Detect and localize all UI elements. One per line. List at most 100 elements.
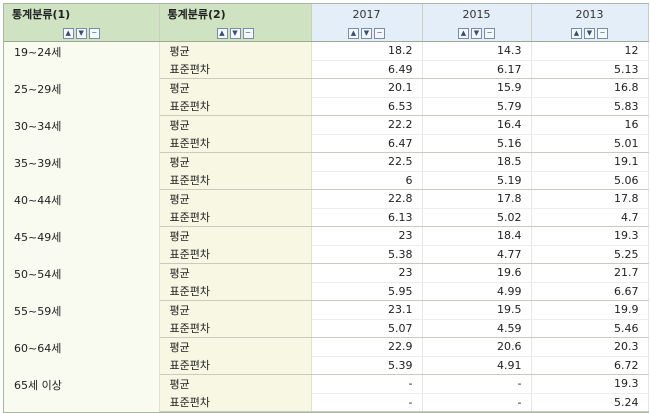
table-row: 표준편차 5.07 4.59 5.46 [4,319,649,338]
stat-label: 표준편차 [159,393,312,412]
value-cell: 4.7 [531,208,649,227]
age-group-label: 45~49세 [4,226,160,264]
value-cell: 23 [311,263,423,283]
stat-label: 평균 [159,189,312,208]
table-row: 55~59세 평균 23.1 19.5 19.9 [4,300,649,338]
value-cell: 5.02 [422,208,532,227]
value-cell: 20.3 [531,337,649,357]
sort-up-icon[interactable]: ▲ [458,27,469,39]
table-body: 19~24세 평균 18.2 14.3 12 표준편차 6.49 6.17 5.13 25~29세… [4,41,649,412]
menu-icon[interactable]: ─ [484,27,495,39]
value-cell: 6.67 [531,282,649,301]
sort-down-icon[interactable]: ▼ [229,27,241,39]
value-cell: 14.3 [422,41,532,61]
sort-down-icon[interactable]: ▼ [75,27,87,39]
year-header-2013[interactable]: 2013 [531,4,649,24]
value-cell: 5.06 [531,171,649,190]
age-group-label: 65세 이상 [4,374,160,412]
table-row: 40~44세 평균 22.8 17.8 17.8 [4,189,649,227]
value-cell: 6.53 [311,97,423,116]
year-2015-controls: ▲ ▼ ─ [422,24,532,42]
menu-icon[interactable]: ─ [597,27,608,39]
table-row: 표준편차 6 5.19 5.06 [4,171,649,190]
dim1-header[interactable]: 통계분류(1) [4,4,160,24]
value-cell: - [311,393,423,412]
value-cell: 5.19 [422,171,532,190]
stat-label: 표준편차 [159,356,312,375]
table-row: 표준편차 5.95 4.99 6.67 [4,282,649,301]
header-row: 통계분류(1) 통계분류(2) 2017 2015 2013 [4,4,649,24]
value-cell: 17.8 [531,189,649,209]
value-cell: 5.95 [311,282,423,301]
table-row: 65세 이상 평균 - -19.3 [4,374,649,412]
value-cell: 5.38 [311,245,423,264]
value-cell: 6.17 [422,60,532,79]
value-cell: 5.79 [422,97,532,116]
stat-label: 표준편차 [159,60,312,79]
stat-label: 평균 [159,300,312,319]
table-row: 19~24세 평균 18.2 14.3 12 [4,41,649,79]
year-header-2017[interactable]: 2017 [311,4,423,24]
stat-label: 표준편차 [159,208,312,227]
sort-down-icon[interactable]: ▼ [361,27,372,39]
age-group-label: 60~64세 [4,337,160,375]
table-row: 30~34세 평균 22.2 16.4 16 [4,115,649,153]
year-header-2015[interactable]: 2015 [422,4,532,24]
stat-label: 평균 [159,263,312,282]
value-cell: 6.49 [311,60,423,79]
sort-up-icon[interactable]: ▲ [216,27,228,39]
age-group-label: 55~59세 [4,300,160,338]
stat-label: 표준편차 [159,319,312,338]
value-cell: 19.3 [531,226,649,246]
age-group-label: 19~24세 [4,41,160,79]
table-row: 60~64세 평균 22.9 20.6 20.3 [4,337,649,375]
dim2-header[interactable]: 통계분류(2) [159,4,312,24]
table-row: 표준편차 5.39 4.91 6.72 [4,356,649,375]
value-cell: 16 [531,115,649,135]
stat-label: 표준편차 [159,245,312,264]
value-cell: 5.46 [531,319,649,338]
table-row: 45~49세 평균 23 18.4 19.3 [4,226,649,264]
stat-label: 표준편차 [159,97,312,116]
value-cell: 18.2 [311,41,423,61]
value-cell: 6.72 [531,356,649,375]
table-row: 25~29세 평균 20.1 15.9 16.8 [4,78,649,116]
value-cell: 22.2 [311,115,423,135]
value-cell: 19.6 [422,263,532,283]
value-cell: 16.4 [422,115,532,135]
value-cell: 5.16 [422,134,532,153]
stat-label: 표준편차 [159,282,312,301]
sort-up-icon[interactable]: ▲ [348,27,359,39]
value-cell: 5.24 [531,393,649,412]
stat-label: 평균 [159,115,312,134]
sort-up-icon[interactable]: ▲ [571,27,582,39]
value-cell: - [311,374,423,394]
table-row: 50~54세 평균 23 19.6 21.7 [4,263,649,301]
value-cell: 12 [531,41,649,61]
age-group-label: 35~39세 [4,152,160,190]
sort-down-icon[interactable]: ▼ [471,27,482,39]
value-cell: - [422,374,532,394]
menu-icon[interactable]: ─ [242,27,254,39]
stat-label: 평균 [159,337,312,356]
value-cell: 19.1 [531,152,649,172]
age-group-label: 30~34세 [4,115,160,153]
menu-icon[interactable]: ─ [374,27,385,39]
sort-up-icon[interactable]: ▲ [62,27,74,39]
table-row: 표준편차 5.38 4.77 5.25 [4,245,649,264]
year-2017-controls: ▲ ▼ ─ [311,24,423,42]
stat-label: 표준편차 [159,171,312,190]
table-row: 표준편차 6.13 5.02 4.7 [4,208,649,227]
table-row: 35~39세 평균 22.5 18.5 19.1 [4,152,649,190]
value-cell: 15.9 [422,78,532,98]
sort-down-icon[interactable]: ▼ [584,27,595,39]
stat-label: 평균 [159,41,312,60]
menu-icon[interactable]: ─ [88,27,100,39]
value-cell: 19.5 [422,300,532,320]
value-cell: 5.25 [531,245,649,264]
stat-label: 표준편차 [159,134,312,153]
value-cell: 6.13 [311,208,423,227]
value-cell: 20.1 [311,78,423,98]
stat-label: 평균 [159,374,312,393]
age-group-label: 25~29세 [4,78,160,116]
